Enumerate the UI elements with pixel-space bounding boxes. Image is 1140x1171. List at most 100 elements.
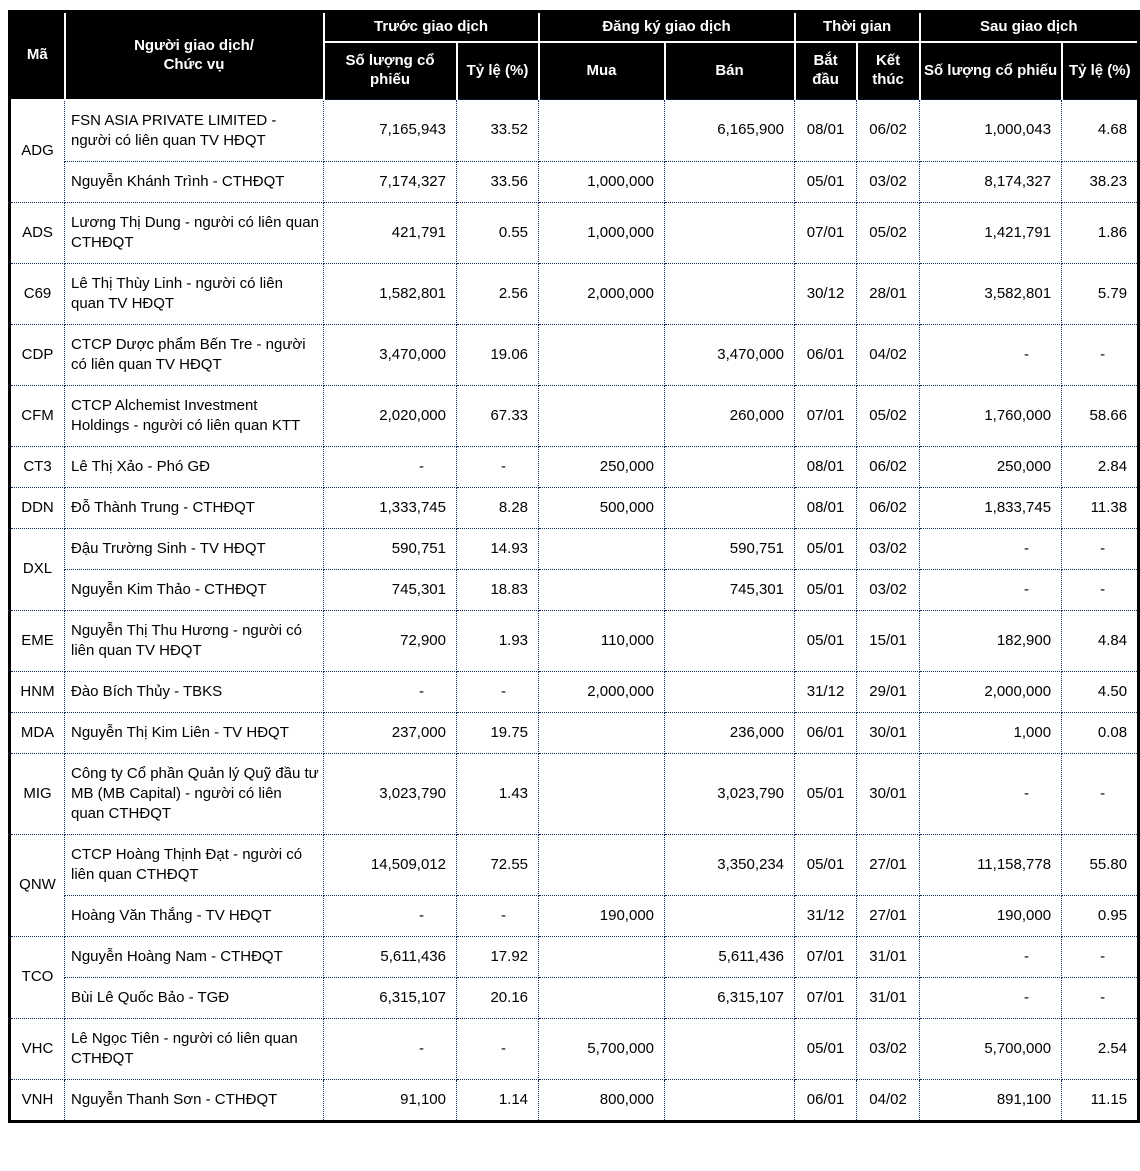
- end-date: 15/01: [856, 609, 921, 672]
- after-ratio: 0.08: [1061, 711, 1140, 754]
- after-ratio: 4.50: [1061, 670, 1140, 713]
- ticker-code: QNW: [9, 833, 65, 937]
- sell-registered: 590,751: [664, 527, 796, 570]
- table-row: TCO Nguyễn Hoàng Nam - CTHĐQT 5,611,436 17.…: [9, 935, 1140, 1019]
- buy-registered: [538, 323, 666, 386]
- buy-registered: 2,000,000: [538, 262, 666, 325]
- table-row: Bùi Lê Quốc Bảo - TGĐ 6,315,107 20.16 6,315…: [10, 976, 1140, 1019]
- start-date: 31/12: [794, 894, 858, 937]
- end-date: 05/02: [856, 384, 921, 447]
- before-ratio: 72.55: [455, 833, 540, 896]
- ticker-code: VHC: [9, 1017, 65, 1080]
- after-ratio: 1.86: [1061, 201, 1140, 264]
- end-date: 04/02: [856, 323, 921, 386]
- buy-registered: [538, 833, 666, 896]
- ticker-code: C69: [9, 262, 65, 325]
- after-ratio: 11.38: [1061, 486, 1140, 529]
- after-shares: 8,174,327: [919, 160, 1063, 203]
- header-ticker-code: Mã: [8, 10, 66, 101]
- after-shares: 1,000,043: [919, 99, 1063, 162]
- table-row: C69 Lê Thị Thùy Linh - người có liên quan…: [9, 262, 1140, 325]
- ticker-code: VNH: [9, 1078, 65, 1122]
- insider-transactions-table: Mã Người giao dịch/ Chức vụ Trước giao d…: [8, 10, 1140, 1123]
- sell-registered: 3,023,790: [664, 752, 796, 835]
- end-date: 06/02: [856, 99, 921, 162]
- table-row: MDA Nguyễn Thị Kim Liên - TV HĐQT 237,000 1…: [9, 711, 1140, 754]
- header-group-row: Mã Người giao dịch/ Chức vụ Trước giao d…: [8, 10, 1140, 101]
- trader-name: Công ty Cổ phần Quản lý Quỹ đầu tư MB (M…: [64, 752, 324, 835]
- start-date: 05/01: [794, 609, 858, 672]
- sell-registered: [664, 670, 796, 713]
- start-date: 05/01: [794, 1017, 858, 1080]
- trader-name: CTCP Hoàng Thịnh Đạt - người có liên qua…: [64, 833, 324, 896]
- table-row: CT3 Lê Thị Xảo - Phó GĐ - -250,000 08/01 06/0…: [9, 445, 1140, 488]
- table-row: CDP CTCP Dược phẩm Bến Tre - người có liê…: [9, 323, 1140, 386]
- before-shares: 91,100: [323, 1078, 457, 1122]
- table-row: ADG FSN ASIA PRIVATE LIMITED - người có l…: [9, 99, 1140, 203]
- sell-registered: [664, 445, 796, 488]
- before-shares: 5,611,436: [323, 935, 457, 978]
- table-row: CFM CTCP Alchemist Investment Holdings - …: [9, 384, 1140, 447]
- header-before-ratio: Tỷ lệ (%): [455, 41, 540, 100]
- after-shares: 2,000,000: [919, 670, 1063, 713]
- sell-registered: [664, 160, 796, 203]
- end-date: 31/01: [856, 976, 921, 1019]
- start-date: 05/01: [794, 752, 858, 835]
- after-ratio: 38.23: [1061, 160, 1140, 203]
- end-date: 27/01: [856, 894, 921, 937]
- after-ratio: -: [1061, 935, 1140, 978]
- before-ratio: 8.28: [455, 486, 540, 529]
- after-shares: 182,900: [919, 609, 1063, 672]
- after-shares: 1,000: [919, 711, 1063, 754]
- sell-registered: 3,350,234: [664, 833, 796, 896]
- table-row: Hoàng Văn Thắng - TV HĐQT - -190,000 31/12 2…: [10, 894, 1140, 937]
- after-shares: 1,760,000: [919, 384, 1063, 447]
- sell-registered: 6,315,107: [664, 976, 796, 1019]
- trader-name: Bùi Lê Quốc Bảo - TGĐ: [64, 976, 324, 1019]
- end-date: 29/01: [856, 670, 921, 713]
- trader-name: Nguyễn Thanh Sơn - CTHĐQT: [64, 1078, 324, 1122]
- trader-name: Nguyễn Khánh Trình - CTHĐQT: [64, 160, 324, 203]
- start-date: 08/01: [794, 99, 858, 162]
- trader-name: CTCP Dược phẩm Bến Tre - người có liên q…: [64, 323, 324, 386]
- table-row: VNH Nguyễn Thanh Sơn - CTHĐQT 91,100 1.14 80…: [9, 1078, 1140, 1122]
- table-header: Mã Người giao dịch/ Chức vụ Trước giao d…: [8, 10, 1140, 101]
- after-ratio: -: [1061, 976, 1140, 1019]
- table-row: QNW CTCP Hoàng Thịnh Đạt - người có liên …: [9, 833, 1140, 937]
- end-date: 30/01: [856, 711, 921, 754]
- sell-registered: 236,000: [664, 711, 796, 754]
- end-date: 28/01: [856, 262, 921, 325]
- start-date: 30/12: [794, 262, 858, 325]
- header-before-shares: Số lượng cổ phiếu: [322, 41, 458, 100]
- buy-registered: [538, 976, 666, 1019]
- header-register-group: Đăng ký giao dịch: [537, 10, 796, 43]
- trader-name: Lê Thị Xảo - Phó GĐ: [64, 445, 324, 488]
- table-row: Nguyễn Kim Thảo - CTHĐQT 745,301 18.83 745,…: [10, 568, 1140, 611]
- start-date: 08/01: [794, 445, 858, 488]
- after-shares: 5,700,000: [919, 1017, 1063, 1080]
- before-shares: -: [323, 445, 457, 488]
- after-ratio: 11.15: [1061, 1078, 1140, 1122]
- end-date: 04/02: [856, 1078, 921, 1122]
- trader-name: Lương Thị Dung - người có liên quan CTHĐ…: [64, 201, 324, 264]
- after-shares: 3,582,801: [919, 262, 1063, 325]
- after-ratio: 58.66: [1061, 384, 1140, 447]
- trader-name: Đào Bích Thủy - TBKS: [64, 670, 324, 713]
- before-shares: 3,470,000: [323, 323, 457, 386]
- before-shares: 14,509,012: [323, 833, 457, 896]
- after-shares: 190,000: [919, 894, 1063, 937]
- buy-registered: 500,000: [538, 486, 666, 529]
- start-date: 06/01: [794, 711, 858, 754]
- buy-registered: [538, 384, 666, 447]
- end-date: 03/02: [856, 160, 921, 203]
- after-shares: 250,000: [919, 445, 1063, 488]
- end-date: 27/01: [856, 833, 921, 896]
- before-shares: 3,023,790: [323, 752, 457, 835]
- end-date: 05/02: [856, 201, 921, 264]
- start-date: 05/01: [794, 568, 858, 611]
- before-shares: 745,301: [323, 568, 457, 611]
- ticker-code: HNM: [9, 670, 65, 713]
- ticker-code: CDP: [9, 323, 65, 386]
- after-shares: -: [919, 323, 1063, 386]
- table-row: EME Nguyễn Thị Thu Hương - người có liên …: [9, 609, 1140, 672]
